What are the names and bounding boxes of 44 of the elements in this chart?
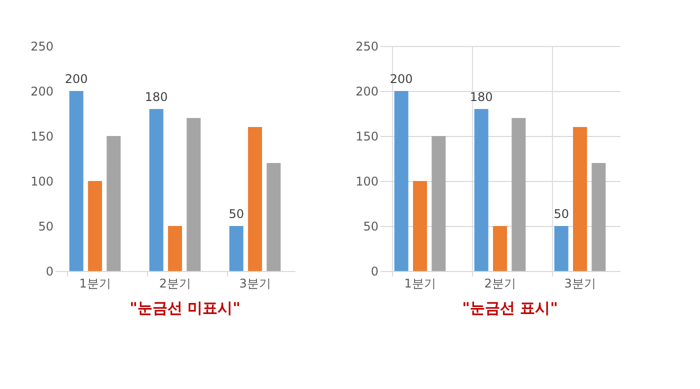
y-tick-label: 150 (30, 130, 54, 144)
x-tick-label: 2분기 (159, 276, 191, 290)
text: "눈금선 미표시" (130, 299, 240, 317)
bar (266, 163, 281, 271)
y-tick-label: 100 (30, 174, 54, 188)
bar (413, 181, 427, 271)
y-tick-label: 200 (356, 84, 378, 98)
y-tick-label: 100 (356, 174, 378, 188)
bar (88, 181, 102, 271)
bar (474, 109, 488, 271)
data-label: 50 (554, 207, 569, 221)
x-tick-label: 1분기 (79, 276, 111, 290)
x-tick-label: 2분기 (484, 276, 516, 290)
y-tick-label: 150 (356, 130, 378, 144)
bar (512, 118, 526, 271)
bar (573, 127, 587, 271)
bar (229, 226, 244, 271)
bar (69, 91, 84, 271)
bar (168, 226, 182, 271)
data-label: 50 (228, 207, 244, 221)
y-tick-label: 250 (356, 40, 378, 54)
bar (554, 226, 568, 271)
bar (248, 127, 262, 271)
bar (432, 136, 446, 271)
y-tick-label: 50 (363, 220, 378, 234)
y-tick-label: 0 (370, 264, 378, 278)
data-label: 200 (64, 72, 88, 86)
bar (592, 163, 606, 271)
bar (149, 109, 164, 271)
data-label: 200 (390, 72, 413, 86)
x-tick-label: 3분기 (239, 276, 271, 290)
bar (394, 91, 408, 271)
y-tick-label: 0 (46, 264, 54, 278)
data-label: 180 (470, 90, 493, 104)
bar (493, 226, 507, 271)
text: "눈금선 표시" (462, 299, 558, 317)
y-tick-label: 200 (30, 84, 54, 98)
y-tick-label: 50 (38, 220, 54, 234)
x-tick-label: 1분기 (404, 276, 436, 290)
y-tick-label: 250 (30, 40, 54, 54)
data-label: 180 (144, 90, 168, 104)
bar (106, 136, 121, 271)
bar (186, 118, 201, 271)
x-tick-label: 3분기 (564, 276, 596, 290)
